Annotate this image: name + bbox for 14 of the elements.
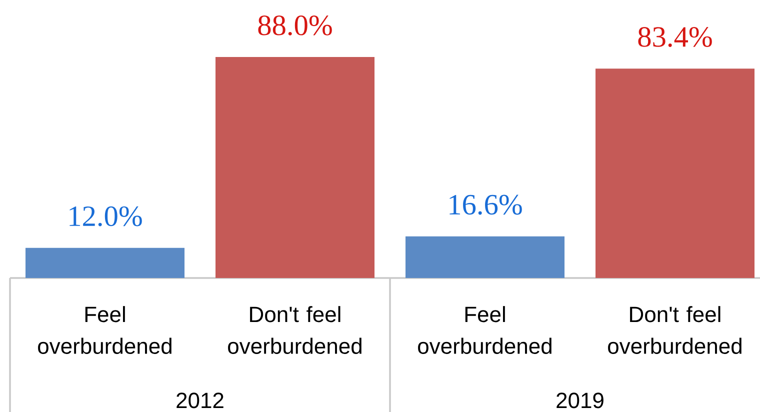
x-tick-label: 2012 — [176, 392, 224, 408]
data-label: 12.0% — [70, 206, 142, 226]
data-label: 88.0% — [258, 16, 332, 36]
x-tick-label: 2019 — [556, 392, 604, 408]
text: Don't feel overburdened — [608, 306, 742, 354]
data-label: 16.6% — [450, 194, 522, 215]
bar — [216, 57, 375, 278]
bar — [596, 68, 755, 278]
series-label: Don't feel overburdened — [228, 306, 362, 354]
bar — [26, 248, 185, 278]
data-label: 83.4% — [638, 27, 712, 47]
bar — [406, 236, 565, 278]
text: Feel overburdened — [418, 306, 552, 354]
series-label: Feel overburdened — [38, 306, 172, 354]
